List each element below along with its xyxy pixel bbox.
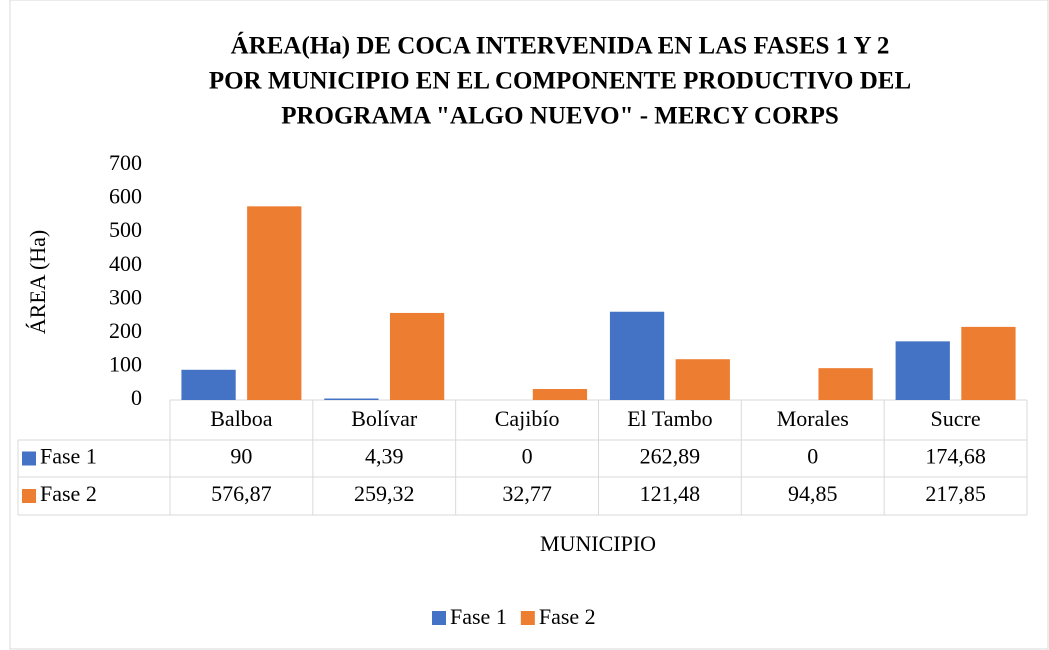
x-tick-label: Morales [777, 406, 849, 431]
bar [532, 388, 588, 400]
table-series-name: Fase 1 [40, 444, 97, 469]
x-tick-label: Balboa [210, 406, 273, 431]
table-series-name: Fase 2 [40, 481, 97, 506]
y-tick-label: 300 [109, 284, 142, 309]
chart-border [9, 0, 1049, 650]
legend-key [432, 611, 446, 625]
table-value: 121,48 [640, 481, 701, 506]
chart-title: POR MUNICIPIO EN EL COMPONENTE PRODUCTIV… [209, 68, 911, 95]
table-value: 259,32 [354, 481, 415, 506]
table-legend-key [22, 489, 36, 503]
table-value: 0 [522, 444, 533, 469]
bar [324, 398, 379, 400]
legend-label: Fase 2 [539, 604, 596, 629]
y-tick-label: 200 [109, 318, 142, 343]
y-tick-label: 500 [109, 217, 142, 242]
table-value: 262,89 [640, 444, 701, 469]
chart-title: ÁREA(Ha) DE COCA INTERVENIDA EN LAS FASE… [231, 32, 890, 60]
y-tick-label: 0 [131, 385, 142, 410]
x-tick-label: Sucre [931, 406, 981, 431]
legend-key [520, 611, 535, 625]
bar [818, 368, 873, 400]
bar [247, 206, 302, 400]
y-tick-label: 100 [109, 351, 142, 376]
y-tick-label: 600 [109, 184, 142, 209]
bar [609, 311, 665, 400]
table-value: 217,85 [925, 481, 986, 506]
table-value: 4,39 [365, 444, 404, 469]
bar [181, 369, 236, 400]
table-value: 32,77 [502, 481, 552, 506]
bar [675, 359, 730, 400]
x-tick-label: El Tambo [627, 406, 712, 431]
table-value: 576,87 [211, 481, 272, 506]
y-tick-label: 700 [109, 150, 142, 175]
table-value: 94,85 [788, 481, 838, 506]
bar [895, 341, 950, 400]
x-tick-label: Cajibío [495, 406, 560, 431]
legend-label: Fase 1 [450, 604, 507, 629]
table-value: 0 [807, 444, 818, 469]
bar [389, 312, 445, 400]
x-axis-label: MUNICIPIO [540, 531, 656, 556]
x-tick-label: Bolívar [351, 406, 418, 431]
table-value: 174,68 [925, 444, 986, 469]
bar [961, 326, 1016, 400]
y-tick-label: 400 [109, 251, 142, 276]
table-legend-key [22, 451, 36, 466]
table-value: 90 [230, 444, 252, 469]
chart-title: PROGRAMA "ALGO NUEVO" - MERCY CORPS [281, 103, 839, 130]
y-axis-label: ÁREA (Ha) [25, 230, 50, 334]
